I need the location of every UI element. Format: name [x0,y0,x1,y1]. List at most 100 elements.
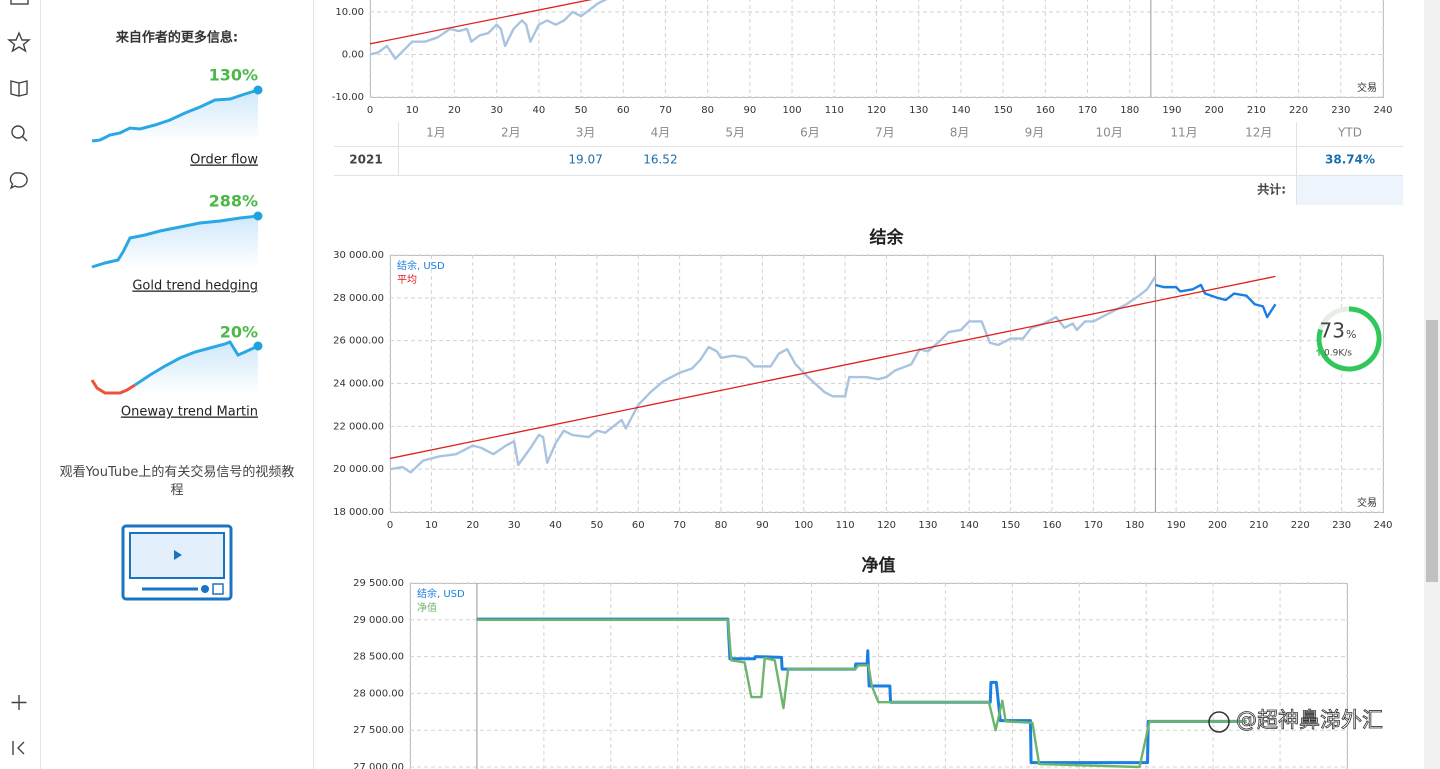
x-tick-label: 30 [490,105,503,116]
y-tick-label: 0.00 [342,49,364,60]
signal-link[interactable]: Order flow [190,153,258,168]
x-tick-label: 160 [1036,105,1055,116]
series-line [476,618,1247,769]
x-tick-label: 170 [1084,520,1103,531]
y-tick-label: 29 000.00 [353,615,404,626]
x-tick-label: 10 [425,520,438,531]
signal-link[interactable]: Oneway trend Martin [121,405,258,420]
x-tick-label: 210 [1249,520,1268,531]
month-value: 19.07 [568,153,602,167]
y-tick-label: 27 500.00 [353,725,404,736]
legend-entry: 结余, USD [397,259,445,272]
y-tick-label: -10.00 [332,92,364,103]
signal-gain: 130% [209,66,258,85]
scrollbar-thumb[interactable] [1426,320,1438,582]
month-header: 2月 [501,126,521,140]
nav-add[interactable] [11,695,27,710]
x-tick-label: 150 [1001,520,1020,531]
x-tick-label: 200 [1205,105,1224,116]
month-header: 11月 [1170,126,1197,140]
x-tick-label: 180 [1120,105,1139,116]
speed-percent-unit: % [1346,328,1356,341]
nav-chat[interactable] [9,172,28,190]
x-tick-label: 90 [744,105,757,116]
x-tick-label: 110 [836,520,855,531]
x-tick-label: 220 [1289,105,1308,116]
signal-card[interactable]: 20% Oneway trend Martin [90,323,263,420]
speed-rate: 0.9K/s [1324,349,1352,359]
x-tick-label: 190 [1162,105,1181,116]
series-line [370,0,607,60]
legend-entry: 净值 [417,601,437,614]
speed-widget: 73 % 0.9K/s [1316,306,1382,372]
x-tick-label: 100 [794,520,813,531]
ytd-header: YTD [1337,126,1362,140]
signal-card[interactable]: 130% Order flow [91,66,263,168]
video-icon[interactable] [121,524,233,601]
x-tick-label: 110 [825,105,844,116]
y-tick-label: 24 000.00 [333,379,384,390]
plot-lines [390,275,1277,474]
x-tick-label: 120 [867,105,886,116]
y-tick-label: 20 000.00 [333,464,384,475]
signal-card[interactable]: 288% Gold trend hedging [91,192,263,294]
series-line [1155,283,1277,319]
table-lines [334,122,1403,205]
y-tick-label: 28 500.00 [353,652,404,663]
x-tick-label: 20 [448,105,461,116]
x-tick-label: 120 [877,520,896,531]
sparkline [91,214,259,269]
video-text: 观看YouTube上的有关交易信号的视频教程 [59,465,295,498]
x-tick-label: 30 [508,520,521,531]
x-tick-label: 230 [1331,105,1350,116]
x-tick-label: 180 [1125,520,1144,531]
watermark-text: @超神鼻涕外汇 [1236,708,1383,732]
x-tick-label: 20 [466,520,479,531]
sparkline [91,88,259,143]
nav-search[interactable] [11,125,25,139]
y-tick-label: 28 000.00 [333,293,384,304]
plot-lines [476,617,1247,769]
x-tick-label: 60 [632,520,645,531]
x-tick-label: 80 [701,105,714,116]
y-tick-label: 28 000.00 [353,688,404,699]
speed-arrow [1316,348,1322,356]
series-line [476,617,1247,765]
series-line [370,0,593,45]
x-tick-label: 140 [960,520,979,531]
x-tick-label: 0 [367,105,373,116]
x-tick-label: 230 [1332,520,1351,531]
month-header: 6月 [800,126,820,140]
month-header: 1月 [426,126,446,140]
x-tick-label: 160 [1042,520,1061,531]
sidebar-heading: 来自作者的更多信息: [115,30,238,46]
x-axis-label: 交易 [1357,496,1377,509]
nav-home[interactable] [10,0,29,5]
y-tick-label: 26 000.00 [333,336,384,347]
nav-book[interactable] [10,80,28,97]
speed-percent: 73 [1320,319,1345,343]
y-tick-label: 30 000.00 [333,250,384,261]
y-tick-label: 18 000.00 [333,507,384,518]
signal-link[interactable]: Gold trend hedging [132,279,258,294]
x-tick-label: 40 [549,520,562,531]
month-header: 10月 [1096,126,1123,140]
sparkline-negative [90,379,136,395]
video-control [212,583,224,595]
y-tick-label: 22 000.00 [333,421,384,432]
month-header: 7月 [875,126,895,140]
x-tick-label: 130 [918,520,937,531]
signal-gain: 20% [220,323,258,342]
x-tick-label: 150 [994,105,1013,116]
sparkline-dot [253,211,263,221]
x-tick-label: 50 [575,105,588,116]
month-header: 12月 [1245,126,1272,140]
nav-favorites[interactable] [7,31,31,53]
nav-collapse[interactable] [12,741,25,755]
watermark: @超神鼻涕外汇 [1208,708,1383,733]
x-tick-label: 10 [406,105,419,116]
x-axis-label: 交易 [1357,81,1377,94]
month-value: 16.52 [643,153,677,167]
series-line [390,275,1276,460]
